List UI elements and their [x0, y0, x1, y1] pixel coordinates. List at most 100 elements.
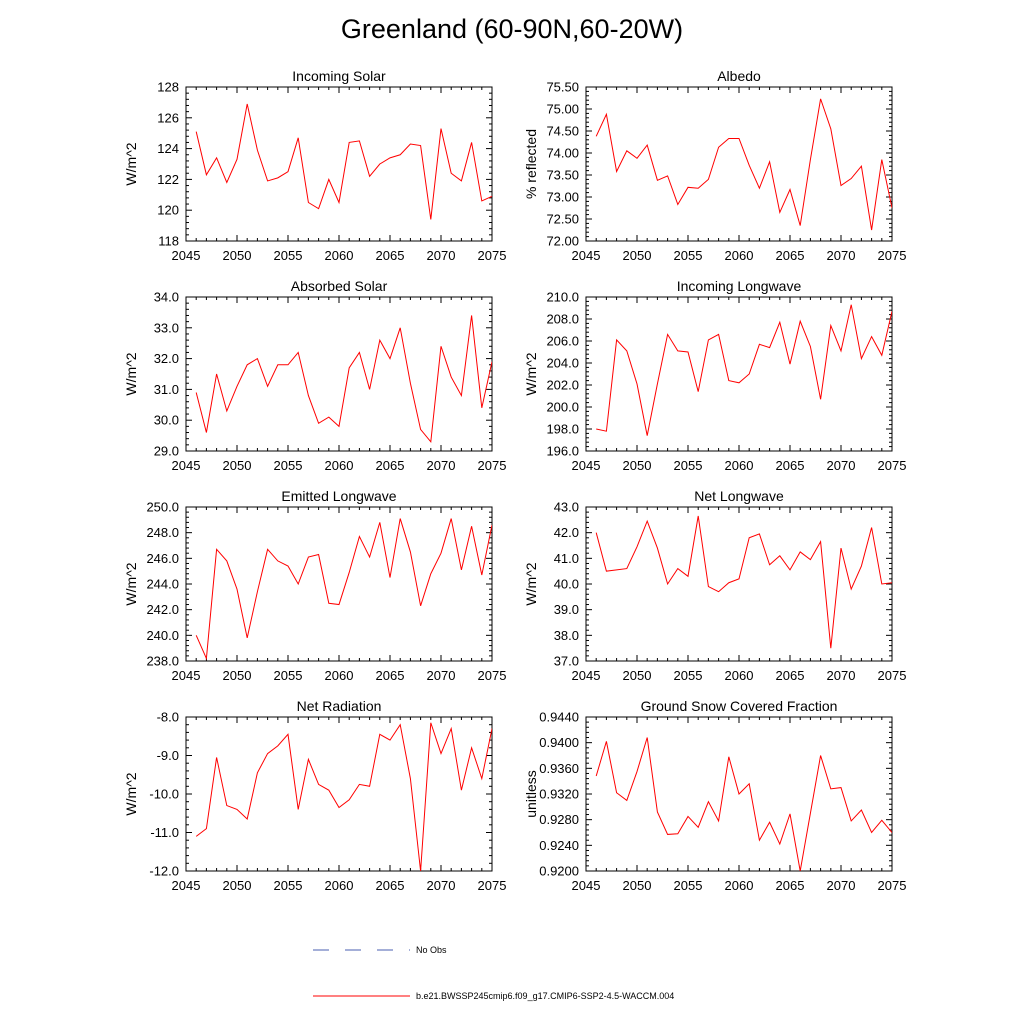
x-tick-label: 2070: [827, 878, 856, 893]
y-tick-label: 198.0: [546, 422, 579, 437]
plot-frame: [585, 86, 893, 242]
y-axis-label: W/m^2: [523, 562, 539, 605]
y-tick-label: -12.0: [149, 864, 179, 879]
panel-net-radiation: Net Radiation 2045 2050 2055 2060 2065 2070 207…: [123, 698, 506, 893]
panel-absorbed-solar: Absorbed Solar 2045 2050 2055 2060 2065 2070 20…: [123, 278, 506, 473]
panel-title: Absorbed Solar: [291, 278, 388, 294]
x-tick-label: 2050: [223, 668, 252, 683]
x-tick-label: 2045: [172, 248, 201, 263]
x-tick-label: 2070: [827, 248, 856, 263]
x-tick-label: 2045: [172, 878, 201, 893]
model-series-line: [595, 98, 892, 231]
x-tick-label: 2045: [572, 878, 601, 893]
model-series-line: [595, 515, 892, 649]
model-series-line: [596, 304, 892, 436]
x-tick-label: 2060: [325, 878, 354, 893]
y-tick-label: 31.0: [154, 382, 179, 397]
y-tick-label: 73.50: [546, 168, 579, 183]
y-axis-label: W/m^2: [123, 562, 139, 605]
x-tick-label: 2060: [325, 668, 354, 683]
y-tick-label: 74.00: [546, 146, 579, 161]
panel-title: Incoming Longwave: [677, 278, 802, 294]
y-axis-label: unitless: [523, 770, 539, 817]
y-tick-label: 40.0: [554, 577, 579, 592]
model-series-line: [195, 722, 492, 871]
panel-emitted-longwave: Emitted Longwave 2045 2050 2055 2060 2065 2070…: [123, 488, 506, 683]
y-tick-label: 250.0: [146, 500, 179, 515]
x-tick-label: 2060: [725, 878, 754, 893]
y-tick-label: 118: [158, 234, 179, 249]
y-tick-label: 124: [157, 141, 179, 156]
y-tick-label: -10.0: [149, 787, 179, 802]
x-tick-label: 2065: [376, 668, 405, 683]
x-tick-label: 2045: [172, 458, 201, 473]
x-tick-label: 2055: [274, 458, 303, 473]
panel-net-longwave: Net Longwave 2045 2050 2055 2060 2065 2070 2075…: [523, 488, 906, 683]
y-tick-label: 210.0: [546, 290, 579, 305]
x-tick-label: 2055: [274, 878, 303, 893]
y-tick-label: -11.0: [150, 825, 179, 840]
y-axis-label: W/m^2: [123, 772, 139, 815]
y-tick-label: 242.0: [146, 602, 179, 617]
y-tick-label: 74.50: [546, 124, 579, 139]
plot-frame: [185, 506, 493, 662]
x-tick-label: 2050: [623, 248, 652, 263]
x-tick-label: 2065: [376, 878, 405, 893]
x-tick-label: 2070: [827, 458, 856, 473]
y-tick-label: 208.0: [546, 312, 579, 327]
x-tick-label: 2050: [623, 458, 652, 473]
figure-title: Greenland (60-90N,60-20W): [340, 14, 684, 44]
y-tick-label: 120: [157, 203, 179, 218]
panel-title: Albedo: [717, 68, 761, 84]
panel-title: Net Radiation: [297, 698, 382, 714]
y-tick-label: 41.0: [554, 551, 579, 566]
x-tick-label: 2075: [878, 878, 907, 893]
panel-albedo: Albedo 2045 2050 2055 2060 2065 2070 2075 72.00 7…: [523, 68, 906, 263]
y-tick-label: 206.0: [546, 334, 579, 349]
panel-title: Net Longwave: [694, 488, 784, 504]
x-tick-label: 2045: [572, 458, 601, 473]
y-tick-label: 122: [157, 172, 179, 187]
model-series-line: [195, 518, 492, 661]
model-series-line: [595, 737, 892, 871]
y-tick-label: 202.0: [546, 378, 579, 393]
x-tick-label: 2070: [427, 248, 456, 263]
x-tick-label: 2075: [878, 458, 907, 473]
y-tick-label: 73.00: [546, 190, 579, 205]
y-tick-label: 246.0: [146, 551, 179, 566]
y-tick-label: -9.0: [157, 748, 179, 763]
y-tick-label: 30.0: [154, 413, 179, 428]
plot-frame: [585, 296, 893, 452]
panel-title: Emitted Longwave: [281, 488, 396, 504]
legend: No Obs b.e21.BWSSP245cmip6.f09_g17.CMIP6-…: [313, 945, 674, 1001]
y-tick-label: 38.0: [554, 628, 579, 643]
y-tick-label: 238.0: [146, 654, 179, 669]
x-tick-label: 2075: [878, 668, 907, 683]
y-tick-label: 204.0: [546, 356, 579, 371]
y-tick-label: 248.0: [146, 525, 179, 540]
x-tick-label: 2050: [223, 248, 252, 263]
y-tick-label: 0.9240: [539, 838, 579, 853]
y-tick-label: 240.0: [146, 628, 179, 643]
y-tick-label: 0.9440: [539, 710, 579, 725]
y-tick-label: 196.0: [546, 444, 579, 459]
plot-frame: [185, 296, 493, 452]
y-tick-label: 29.0: [154, 444, 179, 459]
x-tick-label: 2045: [172, 668, 201, 683]
x-tick-label: 2065: [776, 668, 805, 683]
y-tick-label: 39.0: [554, 602, 579, 617]
y-tick-label: 32.0: [154, 351, 179, 366]
x-tick-label: 2075: [478, 668, 507, 683]
y-axis-label: W/m^2: [123, 352, 139, 395]
y-tick-label: 0.9280: [539, 812, 579, 827]
model-series-line: [195, 315, 492, 443]
x-tick-label: 2060: [725, 248, 754, 263]
x-tick-label: 2055: [674, 668, 703, 683]
y-tick-label: 0.9400: [539, 735, 579, 750]
y-tick-label: 42.0: [554, 525, 579, 540]
y-tick-label: 37.0: [554, 654, 579, 669]
panel-incoming-longwave: Incoming Longwave 2045 2050 2055 2060 2065 207…: [523, 278, 906, 473]
panel-ground-snow-covered-fraction: Ground Snow Covered Fraction 2045 2050 2055…: [523, 698, 906, 893]
x-tick-label: 2055: [674, 458, 703, 473]
x-tick-label: 2050: [223, 878, 252, 893]
